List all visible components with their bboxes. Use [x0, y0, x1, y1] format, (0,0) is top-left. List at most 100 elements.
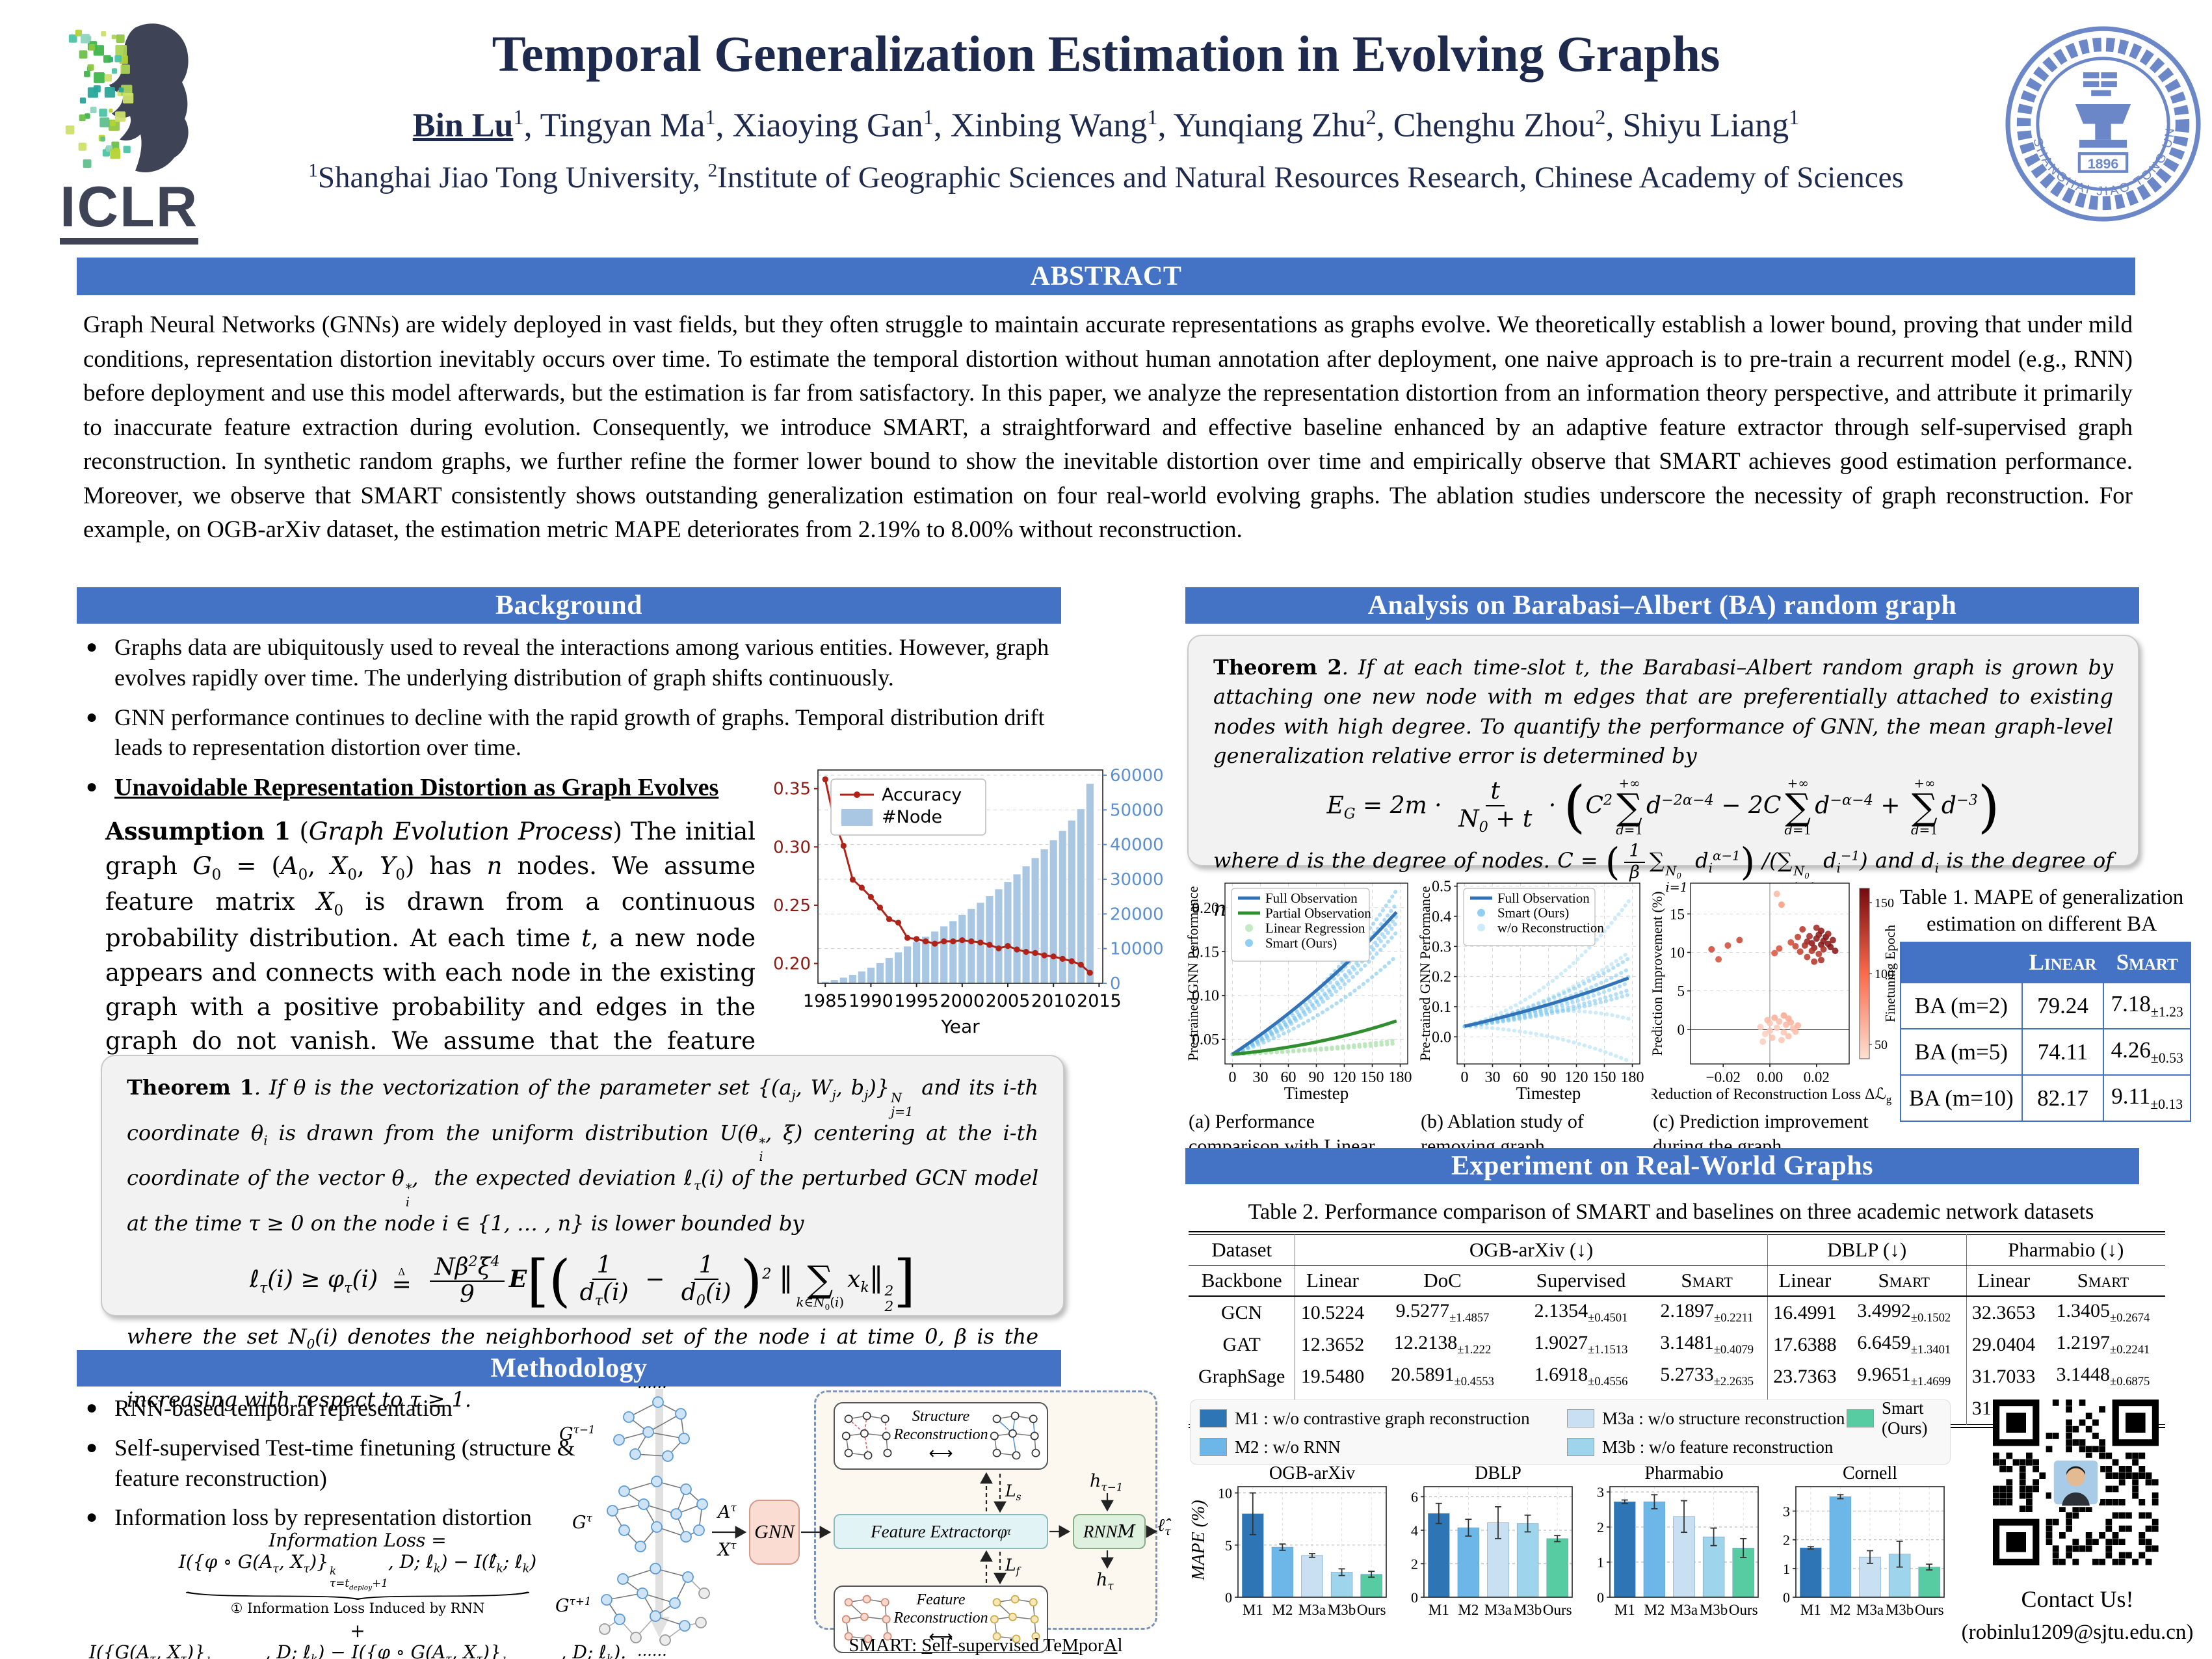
graph-masked-feature-icon	[841, 1595, 892, 1643]
infoloss-label1: ① Information Loss Induced by RNN	[230, 1600, 485, 1617]
table2-header-row: Backbone Linear DoC Supervised Smart Linear Sm…	[1189, 1265, 2165, 1297]
svg-text:#Node: #Node	[882, 807, 942, 827]
ablation-legend: M1 : w/o contrastive graph reconstructio…	[1190, 1398, 1951, 1465]
table2-group-row: Dataset OGB-arXiv (↓) DBLP (↓) Pharmabio (↓…	[1189, 1234, 2165, 1266]
table2-cell: 3.4992±0.1502	[1857, 1300, 1951, 1325]
svg-text:Full Observation: Full Observation	[1265, 890, 1358, 906]
theorem1-formula: ℓτ(i) ≥ φτ(i) Δ = Nβ2ξ4 9 E[(1 dτ(i) − 1 d0(i…	[250, 1248, 915, 1315]
table2-cell: 1.6918±0.4556	[1534, 1364, 1628, 1388]
table1: Linear Smart BA (m=2) 79.24 7.18±1.23 BA (m=5…	[1900, 942, 2191, 1122]
svg-text:M3b: M3b	[1328, 1602, 1356, 1618]
svg-text:180: 180	[1621, 1069, 1644, 1086]
svg-text:M3a: M3a	[1670, 1602, 1698, 1618]
performance-comparison-chart: 0 30 60 90 120 150 180 0.05 0.10 0.15 0.20 Timestep…	[1187, 883, 1412, 1103]
svg-text:30: 30	[1252, 1069, 1268, 1086]
theorem2-intro: Theorem 2. If at each time-slot t, the B…	[1213, 655, 2114, 769]
svg-text:Partial Observation: Partial Observation	[1265, 905, 1371, 921]
graph-cur-label: Gτ	[572, 1511, 592, 1533]
table1-cell: BA (m=2)	[1900, 982, 2023, 1029]
svg-text:90: 90	[1309, 1069, 1324, 1086]
table2-cell: 16.4991	[1767, 1296, 1842, 1329]
table2-cell: 23.7363	[1767, 1360, 1842, 1392]
svg-text:2005: 2005	[986, 991, 1031, 1011]
svg-text:0: 0	[1228, 1069, 1236, 1086]
table2-cell: GAT	[1222, 1333, 1261, 1355]
legend-label: M2 : w/o RNN	[1235, 1437, 1341, 1457]
background-bullets: ● Graphs data are ubiquitously used to re…	[86, 632, 1058, 814]
svg-text:0.3: 0.3	[1432, 938, 1451, 955]
table2-cell: 3.1481±0.4079	[1660, 1332, 1754, 1357]
table-row: GAT 12.3652 12.2138±1.222 1.9027±1.1513 3.14…	[1189, 1329, 2165, 1360]
table2-cell: GCN	[1221, 1301, 1263, 1323]
svg-text:150: 150	[1361, 1069, 1384, 1086]
svg-text:2010: 2010	[1031, 991, 1076, 1011]
table2-cell: 1.3405±0.2674	[2056, 1300, 2150, 1325]
svg-text:10: 10	[1218, 1485, 1232, 1502]
svg-text:5: 5	[1225, 1537, 1232, 1554]
svg-text:180: 180	[1389, 1069, 1412, 1086]
svg-text:0: 0	[1110, 974, 1121, 994]
ba-analysis-header: Analysis on Barabasi–Albert (BA) random …	[1185, 587, 2139, 624]
table1-cell: 4.26±0.53	[2103, 1028, 2191, 1076]
svg-text:−0.02: −0.02	[1706, 1069, 1741, 1085]
table1-cell: BA (m=5)	[1900, 1028, 2023, 1076]
legend-item: M2 : w/o RNN	[1200, 1437, 1567, 1457]
bullet-text: GNN performance continues to decline wit…	[114, 704, 1045, 761]
svg-text:0: 0	[1225, 1589, 1232, 1606]
graph-snapshot-cur-icon	[607, 1476, 708, 1552]
bullet-item: ● Self-supervised Test-time finetuning (s…	[86, 1433, 632, 1494]
legend-swatch	[1200, 1438, 1227, 1456]
feature-label: Xτ	[718, 1539, 737, 1560]
table2-cell: 29.0404	[1966, 1329, 2041, 1360]
svg-text:0.30: 0.30	[773, 838, 811, 857]
table1-cell: BA (m=10)	[1900, 1074, 2023, 1122]
svg-text:15: 15	[1670, 906, 1685, 922]
graph-restored-feature-icon	[990, 1595, 1040, 1643]
table2-cell: 9.9651±1.4699	[1857, 1364, 1951, 1388]
svg-text:Ours: Ours	[1543, 1602, 1572, 1618]
authors: Bin Lu1, Tingyan Ma1, Xiaoying Gan1, Xin…	[412, 105, 1800, 144]
svg-text:Linear Regression: Linear Regression	[1265, 920, 1365, 936]
table2-cell: 10.5224	[1295, 1296, 1370, 1329]
svg-text:1896: 1896	[2088, 156, 2119, 172]
table2-cell: 19.5480	[1295, 1360, 1370, 1392]
svg-text:1990: 1990	[849, 991, 893, 1011]
graph-snapshot-next-icon	[599, 1563, 710, 1646]
legend-swatch	[1847, 1409, 1874, 1427]
svg-text:M2: M2	[1830, 1602, 1850, 1618]
table2-cell: 1.9027±1.1513	[1534, 1332, 1628, 1357]
table1-cell: 82.17	[2021, 1074, 2105, 1122]
svg-text:0.10: 0.10	[1192, 988, 1219, 1005]
table2-cell: 6.6459±1.3401	[1857, 1332, 1951, 1357]
svg-text:0.35: 0.35	[773, 780, 811, 799]
table2-col: Linear	[1966, 1265, 2041, 1297]
legend-label: M3a : w/o structure reconstruction	[1602, 1408, 1845, 1428]
svg-text:0.25: 0.25	[773, 896, 811, 916]
svg-text:Full Observation: Full Observation	[1497, 890, 1590, 906]
ablation-chart-pharmabio: 0 1 2 3 M1 M2 M3a M3b Ours Pharmabio	[1597, 1465, 1759, 1618]
svg-text:OGB-arXiv: OGB-arXiv	[1269, 1465, 1355, 1483]
legend-swatch	[1200, 1409, 1227, 1427]
table2: Dataset OGB-arXiv (↓) DBLP (↓) Pharmabio (↓…	[1189, 1231, 2165, 1428]
smart-framework-diagram: ...... Gτ−1 Gτ Gτ+1 ...... Aτ Xτ GNN Str…	[554, 1374, 1177, 1659]
svg-text:20000: 20000	[1110, 905, 1164, 924]
svg-text:M2: M2	[1458, 1602, 1479, 1618]
infoloss-term2: I({G(Aτ, Xτ)}kτ=tdeploy+1, D; ℓk) − I({φ…	[88, 1641, 627, 1659]
loss-feature-label: Lf	[1005, 1556, 1020, 1577]
table2-col: Backbone	[1189, 1265, 1295, 1297]
svg-text:0.05: 0.05	[1192, 1031, 1219, 1048]
table1-cell: 9.11±0.13	[2103, 1074, 2191, 1122]
svg-text:120: 120	[1565, 1069, 1588, 1086]
bullet-icon: ●	[86, 1397, 98, 1418]
abstract-text: Graph Neural Networks (GNNs) are widely …	[83, 312, 2133, 544]
svg-text:3: 3	[1597, 1484, 1604, 1500]
contact-line2: (robinlu1209@sjtu.edu.cn)	[1961, 1621, 2194, 1644]
svg-text:Accuracy: Accuracy	[882, 785, 962, 805]
legend-item: M3a : w/o structure reconstruction	[1567, 1409, 1847, 1429]
svg-text:2: 2	[1783, 1532, 1790, 1548]
bullet-icon: ●	[86, 1436, 98, 1458]
contact-line1: Contact Us!	[2021, 1586, 2134, 1612]
rnn-box: RNN M	[1073, 1514, 1146, 1549]
accuracy-node-chart: 0.20 0.25 0.30 0.35 0 10000 20000 30000 40000 500…	[773, 766, 1164, 1037]
